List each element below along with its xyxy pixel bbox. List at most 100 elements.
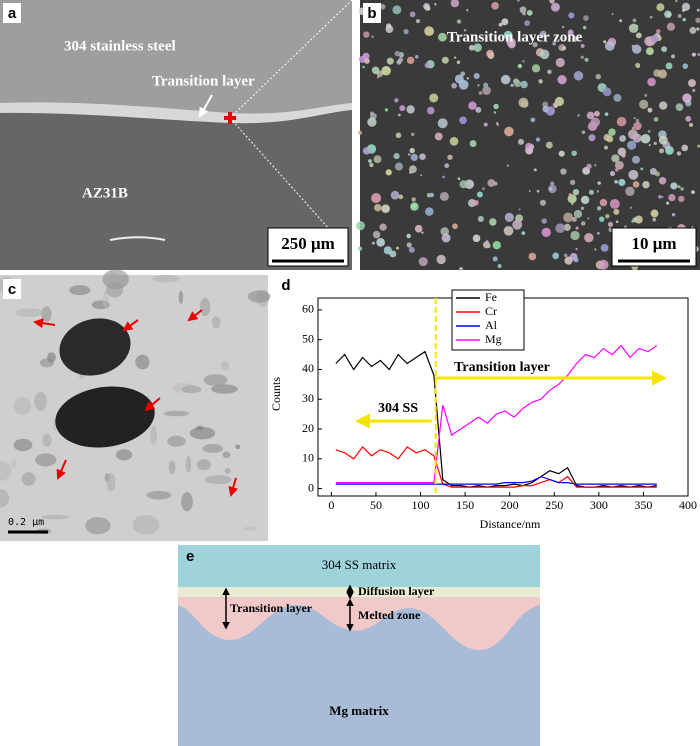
particle — [456, 60, 461, 64]
particle — [242, 526, 258, 531]
particle — [510, 83, 514, 87]
particle — [697, 144, 700, 148]
x-tick-label: 150 — [456, 498, 474, 512]
particle — [105, 272, 119, 285]
particle — [408, 246, 415, 253]
particle — [0, 461, 12, 481]
particle — [513, 80, 522, 88]
particle — [659, 148, 664, 154]
marker — [224, 112, 236, 124]
scale-label: 0.2 μm — [8, 517, 44, 528]
particle — [441, 56, 449, 64]
particle — [671, 212, 676, 217]
particle — [425, 207, 434, 216]
particle — [528, 189, 531, 193]
layer-label: Diffusion layer — [358, 584, 435, 598]
particle — [493, 181, 498, 186]
particle — [69, 285, 91, 296]
particle — [358, 130, 363, 135]
particle — [599, 198, 608, 207]
legend-label: Al — [485, 318, 498, 332]
particle — [575, 247, 578, 251]
particle — [625, 186, 635, 196]
particle — [595, 73, 602, 80]
particle — [385, 169, 392, 176]
particle — [549, 187, 553, 191]
particle — [570, 230, 580, 241]
particle — [369, 162, 374, 168]
particle — [676, 151, 682, 156]
feature — [109, 236, 166, 241]
particle — [518, 208, 521, 211]
particle — [572, 188, 580, 196]
x-axis-label: Distance/nm — [480, 517, 541, 531]
particle — [648, 144, 651, 147]
x-tick-label: 0 — [328, 498, 334, 512]
particle — [561, 46, 567, 51]
particle — [613, 93, 622, 102]
particle — [535, 137, 541, 142]
particle — [475, 107, 479, 111]
particle — [652, 217, 657, 222]
particle — [628, 169, 639, 180]
particle — [627, 140, 637, 150]
particle — [582, 166, 591, 175]
panel-d: d Distance/nm Counts 0 50 100 150 200 250 300 3… — [269, 277, 697, 531]
particle — [677, 13, 682, 18]
panel-label: d — [281, 277, 290, 294]
transition-band — [0, 102, 352, 124]
particle — [682, 63, 689, 69]
particle — [185, 456, 192, 473]
y-tick-label: 60 — [302, 302, 314, 316]
particle — [434, 3, 437, 6]
particle — [409, 11, 416, 18]
particle — [563, 212, 574, 223]
particle — [85, 517, 111, 535]
region-label: AZ31B — [82, 185, 128, 201]
particle — [528, 252, 537, 261]
particle — [541, 218, 547, 224]
particle — [611, 13, 614, 16]
x-tick-label: 50 — [370, 498, 382, 512]
particle — [584, 232, 594, 243]
particle — [581, 221, 586, 226]
layer-label: 304 SS matrix — [322, 557, 397, 572]
diffusion-layer — [178, 587, 540, 597]
particle — [106, 281, 124, 298]
particle — [35, 453, 57, 467]
particle — [362, 147, 371, 155]
particle — [547, 69, 552, 75]
particle — [503, 225, 514, 236]
y-tick-label: 50 — [302, 331, 314, 345]
particle — [167, 435, 186, 447]
particle — [506, 164, 509, 167]
particle — [491, 2, 499, 10]
particle — [661, 196, 664, 199]
particle — [163, 410, 190, 417]
particle — [396, 59, 402, 65]
label-box — [3, 279, 21, 299]
particle — [414, 54, 419, 59]
scale-label: 10 μm — [631, 234, 676, 253]
particle — [13, 397, 32, 415]
particle — [681, 144, 689, 152]
particle — [379, 223, 387, 231]
particle — [394, 98, 399, 103]
particle — [411, 132, 415, 137]
particle — [403, 28, 409, 35]
particle — [572, 36, 578, 42]
particle — [493, 111, 497, 114]
particle — [650, 209, 659, 218]
particle — [520, 80, 528, 89]
particle — [580, 43, 585, 48]
particle — [571, 216, 577, 222]
series-line — [335, 475, 657, 485]
particle — [434, 132, 443, 141]
particle — [552, 252, 559, 260]
particle — [539, 30, 547, 38]
arrow — [199, 94, 213, 118]
particle — [477, 215, 484, 222]
particle — [577, 114, 580, 117]
annotation: 304 SS — [378, 401, 418, 416]
particle — [450, 0, 460, 8]
